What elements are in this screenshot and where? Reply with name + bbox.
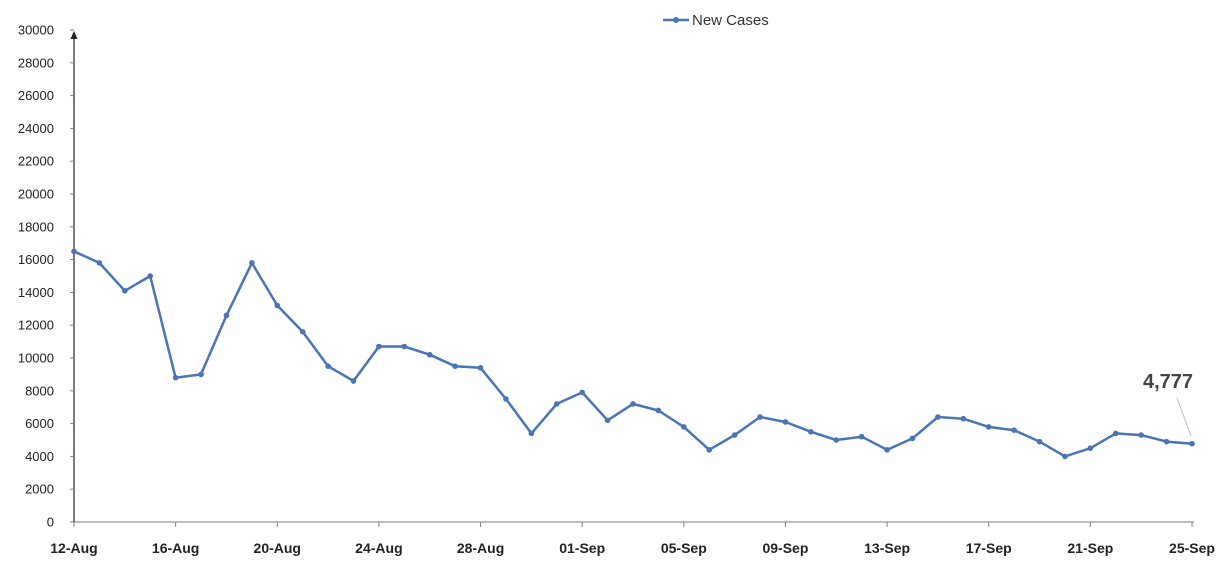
data-point: [1138, 432, 1144, 438]
data-point: [1189, 440, 1195, 447]
data-point: [147, 273, 154, 279]
data-point: [909, 435, 916, 442]
data-point: [426, 351, 433, 358]
data-point: [935, 414, 941, 420]
legend-label: New Cases: [692, 12, 769, 29]
data-point: [503, 396, 509, 402]
data-point: [1036, 438, 1043, 445]
data-point: [223, 312, 230, 319]
y-tick-label: 10000: [18, 351, 54, 366]
data-point: [274, 302, 281, 309]
data-point: [1062, 453, 1068, 460]
x-axis-ticks: 12-Aug 16-Aug 20-Aug 24-Aug 28-Aug 01-Sep 05-S…: [50, 522, 1215, 556]
data-point: [579, 389, 585, 396]
axes: [70, 31, 1194, 523]
data-point: [96, 260, 103, 266]
y-tick-label: 18000: [18, 219, 54, 234]
data-point: [172, 374, 179, 381]
callout-leader-line: [1176, 397, 1192, 437]
data-point: [299, 328, 306, 335]
x-tick-label: 17-Sep: [966, 540, 1012, 556]
y-tick-label: 2000: [25, 482, 54, 497]
x-tick-label: 13-Sep: [864, 540, 910, 556]
y-tick-label: 20000: [18, 187, 54, 202]
y-axis-ticks: 0 2000 4000 6000 8000 10000 12000 14000 16000 180…: [18, 23, 74, 530]
x-tick-label: 05-Sep: [661, 540, 707, 556]
data-point: [681, 424, 687, 430]
x-tick-label: 28-Aug: [457, 540, 504, 556]
data-point: [782, 419, 789, 425]
x-tick-label: 25-Sep: [1169, 540, 1215, 556]
y-tick-label: 8000: [25, 383, 54, 398]
data-point: [1011, 427, 1017, 433]
data-point: [350, 378, 357, 384]
data-point: [858, 433, 865, 440]
data-point: [630, 401, 636, 407]
data-point: [757, 414, 763, 420]
data-point: [731, 432, 738, 438]
x-tick-label: 01-Sep: [559, 540, 605, 556]
data-point: [376, 343, 382, 350]
x-tick-label: 16-Aug: [152, 540, 199, 556]
data-point: [884, 447, 890, 453]
series-line: [73, 250, 1193, 458]
data-point: [655, 407, 662, 414]
y-tick-label: 24000: [18, 121, 54, 136]
data-point: [452, 363, 458, 370]
data-point: [528, 430, 535, 437]
y-tick-label: 22000: [18, 154, 54, 169]
data-point: [71, 248, 77, 255]
data-point: [1163, 438, 1170, 445]
data-point: [325, 363, 331, 370]
series-new-cases: [71, 248, 1195, 460]
legend-point-marker: [673, 17, 679, 23]
x-tick-label: 12-Aug: [50, 540, 97, 556]
y-tick-label: 30000: [18, 23, 54, 38]
data-point: [401, 343, 408, 350]
data-point: [553, 401, 560, 407]
y-axis-arrowhead: [70, 31, 78, 39]
data-point: [1112, 430, 1119, 437]
data-point: [122, 287, 128, 294]
x-tick-label: 20-Aug: [254, 540, 301, 556]
data-point: [985, 424, 992, 430]
callout: 4,777: [1143, 371, 1193, 437]
legend: New Cases: [663, 12, 769, 29]
y-tick-label: 6000: [25, 416, 54, 431]
x-tick-label: 21-Sep: [1067, 540, 1113, 556]
x-tick-label: 24-Aug: [355, 540, 402, 556]
y-tick-label: 0: [47, 515, 54, 530]
data-point: [833, 437, 840, 443]
callout-label: 4,777: [1143, 371, 1193, 393]
data-point: [477, 365, 484, 371]
data-point: [1087, 445, 1094, 452]
data-point: [604, 417, 611, 424]
y-tick-label: 4000: [25, 449, 54, 464]
data-point: [249, 260, 255, 266]
data-point: [808, 429, 814, 435]
data-point: [960, 415, 967, 422]
y-tick-label: 14000: [18, 285, 54, 300]
y-tick-label: 12000: [18, 318, 54, 333]
y-tick-label: 16000: [18, 252, 54, 267]
x-tick-label: 09-Sep: [762, 540, 808, 556]
y-tick-label: 26000: [18, 88, 54, 103]
data-point: [706, 447, 713, 453]
data-point: [198, 371, 204, 378]
y-tick-label: 28000: [18, 55, 54, 70]
